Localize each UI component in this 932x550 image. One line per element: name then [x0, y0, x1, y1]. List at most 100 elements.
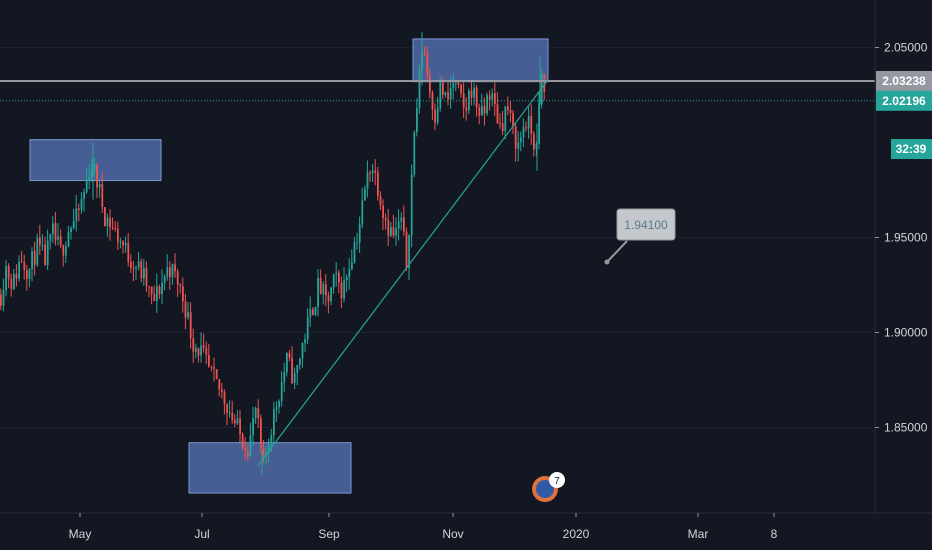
candle-body: [314, 306, 317, 316]
candle-body: [408, 235, 410, 268]
candle-body: [101, 183, 104, 208]
candle-body: [36, 237, 39, 265]
time-tick-label: Mar: [688, 527, 709, 541]
candle-body: [85, 179, 88, 193]
candle-body: [239, 418, 241, 435]
candle-body: [140, 261, 143, 279]
candle-body: [197, 348, 200, 356]
candle-body: [296, 365, 299, 373]
candle-body: [166, 267, 169, 277]
candle-body: [23, 262, 26, 270]
candle-body: [28, 269, 31, 279]
candle-body: [517, 142, 520, 149]
time-axis[interactable]: May Jul Sep Nov 2020 Mar 8: [69, 513, 778, 541]
price-tag-bg: [876, 70, 932, 91]
supply-zone-oct: [412, 38, 549, 83]
candle-body: [210, 366, 213, 368]
candle-body: [358, 224, 361, 243]
candle-body: [187, 312, 189, 318]
price-tag-label: 2.02196: [882, 94, 926, 108]
countdown-bg: [891, 139, 932, 159]
candle-body: [226, 403, 228, 413]
candle-body: [397, 221, 400, 229]
candle-body: [182, 286, 184, 302]
candle-body: [410, 174, 413, 236]
price-callout[interactable]: 1.94100: [604, 208, 676, 265]
candle-body: [132, 267, 135, 269]
candle-body: [371, 170, 374, 174]
candle-body: [366, 172, 369, 189]
candle-body: [59, 236, 62, 246]
candles-layer: [0, 32, 546, 475]
candle-body: [41, 244, 44, 246]
candle-body: [527, 116, 530, 129]
candle-body: [205, 347, 208, 356]
candle-body: [148, 286, 150, 288]
candle-body: [455, 82, 457, 84]
badge-count: 7: [554, 476, 560, 487]
candle-body: [533, 133, 535, 150]
price-tick-label: 1.95000: [884, 231, 928, 245]
candle-body: [20, 261, 23, 263]
price-tick-label: 2.05000: [884, 41, 928, 55]
candle-body: [304, 339, 306, 344]
candle-body: [319, 277, 322, 295]
callout-box: [616, 208, 676, 241]
candle-body: [288, 353, 291, 358]
candle-body: [327, 295, 330, 302]
candle-body: [361, 200, 364, 225]
candle-body: [153, 293, 156, 301]
candle-body: [470, 90, 473, 98]
candle-body: [439, 82, 442, 108]
candle-body: [514, 126, 517, 149]
candle-body: [447, 92, 449, 100]
candle-body: [377, 172, 379, 197]
candle-body: [507, 106, 509, 110]
candle-body: [189, 312, 192, 339]
lines-layer: [0, 79, 875, 466]
candle-body: [67, 232, 70, 247]
candle-body: [65, 246, 67, 256]
candle-body: [54, 223, 57, 240]
time-tick-label: Nov: [442, 527, 463, 541]
candle-body: [106, 217, 109, 227]
candle-body: [348, 269, 351, 278]
candle-body: [117, 228, 119, 242]
candle-body: [317, 277, 319, 307]
candle-body: [195, 348, 197, 352]
time-tick-label: 2020: [563, 527, 590, 541]
candle-body: [522, 127, 525, 138]
candle-body: [247, 451, 249, 457]
candle-body: [457, 82, 460, 85]
candle-body: [176, 271, 179, 285]
candle-body: [364, 188, 366, 201]
candle-body: [223, 391, 226, 404]
candle-body: [244, 448, 247, 452]
candle-body: [234, 420, 236, 424]
candle-body: [80, 198, 83, 210]
event-badge[interactable]: 7: [532, 472, 565, 502]
candle-body: [93, 164, 96, 170]
candle-body: [429, 75, 431, 93]
candle-body: [62, 245, 65, 256]
candle-body: [46, 240, 49, 266]
candle-body: [473, 87, 475, 98]
candle-body: [267, 443, 270, 453]
price-tags: 2.03238 2.02196: [876, 70, 932, 111]
candle-body: [460, 84, 462, 94]
candle-body: [163, 276, 166, 283]
candle-body: [161, 282, 163, 295]
candle-body: [57, 236, 59, 240]
candle-body: [169, 267, 171, 278]
price-tag-label: 2.03238: [882, 74, 926, 88]
candle-body: [538, 104, 540, 144]
candle-body: [322, 284, 325, 295]
time-tick-label: May: [69, 527, 92, 541]
candle-body: [96, 164, 98, 188]
callout-label: 1.94100: [624, 218, 668, 232]
candle-body: [382, 205, 384, 219]
candle-body: [262, 448, 265, 456]
price-axis[interactable]: 2.05000 1.95000 1.90000 1.85000: [875, 41, 928, 435]
